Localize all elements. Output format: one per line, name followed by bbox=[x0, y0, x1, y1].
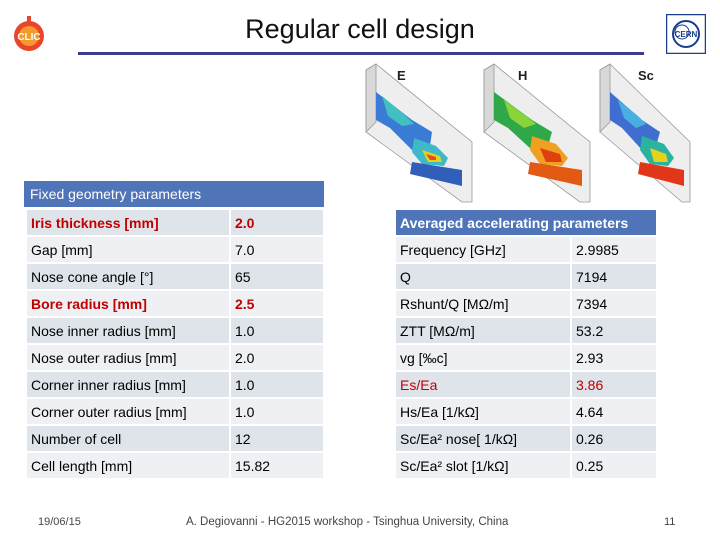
geometry-param-value: 12 bbox=[231, 426, 323, 451]
e-field-simulation-image: E bbox=[365, 63, 473, 203]
accelerating-param-value: 53.2 bbox=[572, 318, 656, 343]
footer-date: 19/06/15 bbox=[38, 516, 81, 528]
accelerating-table: Averaged accelerating parameters Frequen… bbox=[394, 208, 658, 480]
cern-logo-text: CERN bbox=[675, 30, 698, 39]
accelerating-param-row: Hs/Ea [1/kΩ] 4.64 bbox=[396, 399, 656, 424]
geometry-param-value: 1.0 bbox=[231, 372, 323, 397]
accelerating-param-label: Rshunt/Q [MΩ/m] bbox=[396, 291, 570, 316]
footer-author: A. Degiovanni - HG2015 workshop - Tsingh… bbox=[186, 516, 509, 528]
clic-logo-text: CLIC bbox=[17, 32, 40, 43]
geometry-param-value: 1.0 bbox=[231, 399, 323, 424]
geometry-param-row: Number of cell 12 bbox=[27, 426, 323, 451]
geometry-param-value: 15.82 bbox=[231, 453, 323, 478]
geometry-param-label: Nose inner radius [mm] bbox=[27, 318, 229, 343]
geometry-param-label: Nose outer radius [mm] bbox=[27, 345, 229, 370]
accelerating-param-label: vg [‰c] bbox=[396, 345, 570, 370]
accelerating-param-row: Frequency [GHz] 2.9985 bbox=[396, 237, 656, 262]
geometry-param-row: Iris thickness [mm] 2.0 bbox=[27, 210, 323, 235]
accelerating-param-row: Sc/Ea² nose[ 1/kΩ] 0.26 bbox=[396, 426, 656, 451]
geometry-param-label: Bore radius [mm] bbox=[27, 291, 229, 316]
accelerating-param-value: 4.64 bbox=[572, 399, 656, 424]
geometry-table: Iris thickness [mm] 2.0 Gap [mm] 7.0 Nose co… bbox=[25, 208, 325, 480]
geometry-param-row: Cell length [mm] 15.82 bbox=[27, 453, 323, 478]
geometry-param-label: Corner inner radius [mm] bbox=[27, 372, 229, 397]
geometry-param-value: 2.0 bbox=[231, 345, 323, 370]
accelerating-param-value: 7194 bbox=[572, 264, 656, 289]
geometry-param-row: Nose cone angle [°] 65 bbox=[27, 264, 323, 289]
accelerating-param-label: Frequency [GHz] bbox=[396, 237, 570, 262]
accelerating-param-value: 3.86 bbox=[572, 372, 656, 397]
clic-logo: CLIC bbox=[14, 16, 44, 51]
accelerating-param-value: 2.9985 bbox=[572, 237, 656, 262]
accelerating-table-header-row: Averaged accelerating parameters bbox=[396, 210, 656, 235]
e-field-label: E bbox=[397, 68, 406, 83]
geometry-param-value: 65 bbox=[231, 264, 323, 289]
accelerating-param-label: Sc/Ea² nose[ 1/kΩ] bbox=[396, 426, 570, 451]
accelerating-param-label: ZTT [MΩ/m] bbox=[396, 318, 570, 343]
accelerating-param-value: 0.25 bbox=[572, 453, 656, 478]
accelerating-param-value: 0.26 bbox=[572, 426, 656, 451]
geometry-param-label: Cell length [mm] bbox=[27, 453, 229, 478]
accelerating-param-label: Q bbox=[396, 264, 570, 289]
geometry-param-label: Iris thickness [mm] bbox=[27, 210, 229, 235]
geometry-param-row: Nose inner radius [mm] 1.0 bbox=[27, 318, 323, 343]
geometry-param-row: Nose outer radius [mm] 2.0 bbox=[27, 345, 323, 370]
accelerating-table-header: Averaged accelerating parameters bbox=[396, 210, 656, 235]
accelerating-param-value: 2.93 bbox=[572, 345, 656, 370]
geometry-param-row: Corner inner radius [mm] 1.0 bbox=[27, 372, 323, 397]
h-field-simulation-image: H bbox=[483, 63, 591, 203]
geometry-param-row: Bore radius [mm] 2.5 bbox=[27, 291, 323, 316]
geometry-param-value: 2.5 bbox=[231, 291, 323, 316]
accelerating-param-row: Rshunt/Q [MΩ/m] 7394 bbox=[396, 291, 656, 316]
cern-logo: CERN bbox=[666, 14, 706, 54]
geometry-param-label: Corner outer radius [mm] bbox=[27, 399, 229, 424]
accelerating-param-label: Sc/Ea² slot [1/kΩ] bbox=[396, 453, 570, 478]
geometry-param-value: 2.0 bbox=[231, 210, 323, 235]
accelerating-param-row: ZTT [MΩ/m] 53.2 bbox=[396, 318, 656, 343]
geometry-param-value: 7.0 bbox=[231, 237, 323, 262]
sc-simulation-image: Sc bbox=[599, 63, 691, 203]
sc-label: Sc bbox=[638, 68, 654, 83]
accelerating-param-value: 7394 bbox=[572, 291, 656, 316]
accelerating-param-row: Q 7194 bbox=[396, 264, 656, 289]
accelerating-param-label: Hs/Ea [1/kΩ] bbox=[396, 399, 570, 424]
geometry-table-header: Fixed geometry parameters bbox=[24, 181, 324, 207]
geometry-param-row: Gap [mm] 7.0 bbox=[27, 237, 323, 262]
slide-number: 11 bbox=[664, 516, 676, 528]
accelerating-param-label: Es/Ea bbox=[396, 372, 570, 397]
geometry-param-value: 1.0 bbox=[231, 318, 323, 343]
geometry-param-label: Nose cone angle [°] bbox=[27, 264, 229, 289]
accelerating-param-row: Sc/Ea² slot [1/kΩ] 0.25 bbox=[396, 453, 656, 478]
geometry-param-label: Number of cell bbox=[27, 426, 229, 451]
slide-title: Regular cell design bbox=[245, 14, 475, 44]
accelerating-param-row: Es/Ea 3.86 bbox=[396, 372, 656, 397]
geometry-param-row: Corner outer radius [mm] 1.0 bbox=[27, 399, 323, 424]
h-field-label: H bbox=[518, 68, 527, 83]
accelerating-param-row: vg [‰c] 2.93 bbox=[396, 345, 656, 370]
title-underline bbox=[78, 52, 644, 55]
geometry-param-label: Gap [mm] bbox=[27, 237, 229, 262]
